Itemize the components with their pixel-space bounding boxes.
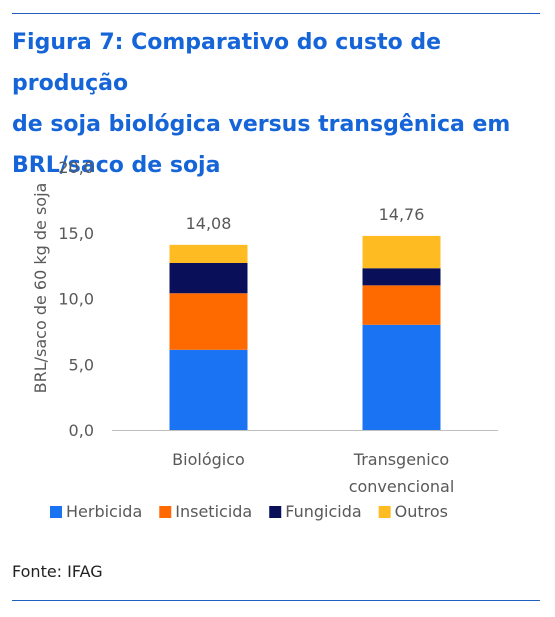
x-tick-label: Transgenico — [353, 450, 449, 469]
y-tick-label: 0,0 — [69, 421, 94, 440]
y-axis-label: BRL/saco de 60 kg de soja — [31, 183, 50, 394]
figure-title: Figura 7: Comparativo do custo de produç… — [12, 22, 542, 186]
legend-label: Fungicida — [285, 502, 361, 521]
title-line-1: Figura 7: Comparativo do custo de produç… — [12, 30, 442, 96]
bar-segment-herbicida — [362, 324, 441, 430]
stacked-bar-chart: 0,0 5,0 10,0 15,0 20,0 BRL/saco de 60 kg de s… — [31, 158, 498, 521]
y-tick-label: 10,0 — [58, 290, 94, 309]
bottom-rule — [12, 600, 540, 601]
bar-segment-inseticida — [169, 293, 248, 350]
source-note: Fonte: IFAG — [12, 562, 103, 581]
top-rule — [12, 13, 540, 14]
bar-segment-outros — [169, 244, 248, 263]
legend-swatch — [378, 506, 391, 518]
bar-total-label: 14,76 — [379, 205, 425, 224]
bar-segment-inseticida — [362, 285, 441, 325]
legend-label: Inseticida — [175, 502, 252, 521]
x-tick-label: Biológico — [172, 450, 245, 469]
legend-swatch — [159, 506, 172, 518]
x-tick-label: convencional — [349, 477, 455, 496]
bar-segment-herbicida — [169, 349, 248, 430]
bar-segment-outros — [362, 235, 441, 269]
legend-swatch — [269, 506, 282, 518]
bar-total-label: 14,08 — [186, 214, 232, 233]
bar-segment-fungicida — [169, 262, 248, 294]
y-tick-label: 5,0 — [69, 355, 94, 374]
title-line-2: de soja biológica versus transgênica em — [12, 112, 511, 137]
legend-label: Herbicida — [66, 502, 142, 521]
legend-swatch — [50, 506, 62, 518]
y-tick-label: 20,0 — [58, 158, 94, 177]
title-line-3: BRL/saco de soja — [12, 153, 221, 178]
y-tick-label: 15,0 — [58, 224, 94, 243]
bar-segment-fungicida — [362, 268, 441, 286]
legend-label: Outros — [395, 502, 448, 521]
